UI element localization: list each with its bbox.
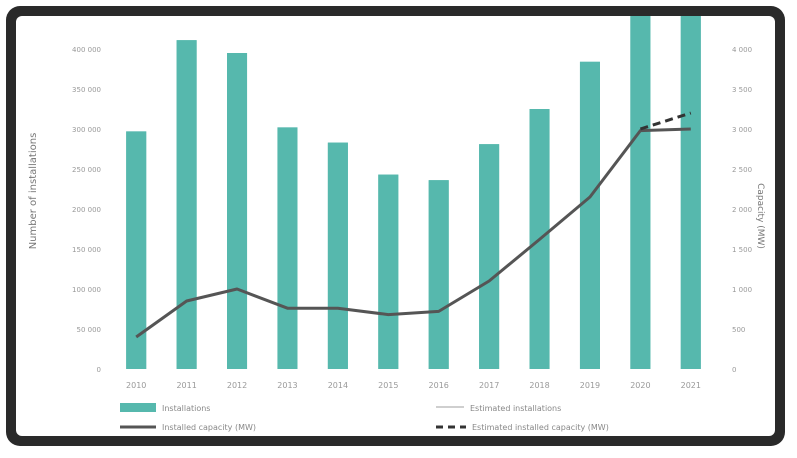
left-axis: 400 000 350 000 300 000 250 000 200 000 150 0… <box>72 46 101 374</box>
legend-label-estimated-installations: Estimated installations <box>470 404 561 413</box>
right-axis: 4 000 3 500 3 000 2 500 2 000 1 500 1 000 500 0 <box>732 46 752 374</box>
bar-group <box>126 0 701 370</box>
y-tick-label: 350 000 <box>72 86 101 94</box>
x-tick-label-2016: 2016 <box>429 381 449 390</box>
legend-label-installations: Installations <box>162 404 210 413</box>
legend-label-installed-capacity: Installed capacity (MW) <box>162 423 256 432</box>
y2-tick-label: 1 500 <box>732 246 752 254</box>
x-tick-label-2019: 2019 <box>580 381 600 390</box>
x-tick-label-2011: 2011 <box>176 381 196 390</box>
bar-front-2020 <box>630 5 651 369</box>
y2-tick-label: 0 <box>732 366 736 374</box>
x-tick-label-2014: 2014 <box>328 381 348 390</box>
bar-front-2010 <box>126 131 147 369</box>
y2-tick-label: 3 000 <box>732 126 752 134</box>
x-tick-label-2013: 2013 <box>277 381 297 390</box>
bar-front-2017 <box>479 144 500 369</box>
capacity-line <box>135 127 691 339</box>
y2-tick-label: 2 000 <box>732 206 752 214</box>
y2-tick-label: 500 <box>732 326 745 334</box>
estimated-capacity-line <box>639 111 692 131</box>
y-tick-label: 50 000 <box>77 326 102 334</box>
bar-front-2011 <box>176 40 197 369</box>
y-tick-label: 250 000 <box>72 166 101 174</box>
legend-label-estimated-capacity: Estimated installed capacity (MW) <box>472 423 609 432</box>
line-group <box>135 111 692 339</box>
y-tick-label: 300 000 <box>72 126 101 134</box>
x-tick-label-2017: 2017 <box>479 381 499 390</box>
installations-chart: 400 000 350 000 300 000 250 000 200 000 150 0… <box>28 0 765 432</box>
y-tick-label: 200 000 <box>72 206 101 214</box>
bar-front-2019 <box>579 61 600 370</box>
chart-panel: 400 000 350 000 300 000 250 000 200 000 150 0… <box>16 0 775 436</box>
y-tick-label: 150 000 <box>72 246 101 254</box>
y-axis-label: Number of installations <box>28 133 39 250</box>
x-tick-label-2021: 2021 <box>681 381 701 390</box>
bar-front-2015 <box>378 174 399 369</box>
x-tick-label-2010: 2010 <box>126 381 146 390</box>
bar-front-2012 <box>227 53 248 369</box>
legend-swatch-installations <box>120 403 156 412</box>
bar-front-2014 <box>327 142 348 369</box>
x-tick-label-2018: 2018 <box>529 381 549 390</box>
x-tick-label-2020: 2020 <box>630 381 650 390</box>
y-tick-label: 0 <box>97 366 101 374</box>
y2-axis-label: Capacity (MW) <box>755 183 765 249</box>
y2-tick-label: 3 500 <box>732 86 752 94</box>
bar-front-2021 <box>680 11 701 370</box>
y-tick-label: 100 000 <box>72 286 101 294</box>
x-tick-label-2012: 2012 <box>227 381 247 390</box>
y2-tick-label: 2 500 <box>732 166 752 174</box>
x-axis: 2010 2011 2012 2013 2014 2015 2016 2017 2018 2019… <box>126 381 701 390</box>
y-tick-label: 400 000 <box>72 46 101 54</box>
bar-front-2013 <box>277 127 298 370</box>
bar-front-2016 <box>428 180 449 369</box>
y2-tick-label: 1 000 <box>732 286 752 294</box>
y2-tick-label: 4 000 <box>732 46 752 54</box>
x-tick-label-2015: 2015 <box>378 381 398 390</box>
legend: Installations Estimated installations In… <box>120 403 609 432</box>
